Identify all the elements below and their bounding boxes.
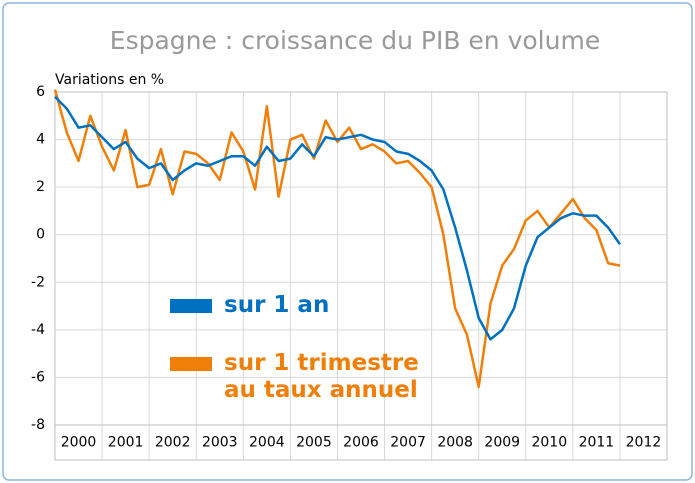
x-tick-label: 2002: [155, 435, 191, 451]
x-tick-label: 2004: [249, 435, 285, 451]
y-tick-label: 0: [36, 227, 45, 243]
y-tick-label: -8: [31, 417, 45, 433]
legend-label: sur 1 an: [224, 292, 330, 318]
chart-title: Espagne : croissance du PIB en volume: [110, 26, 600, 55]
legend-swatch: [170, 299, 212, 313]
x-tick-label: 2010: [531, 435, 567, 451]
y-tick-label: 4: [36, 132, 45, 148]
x-tick-label: 2005: [296, 435, 332, 451]
x-tick-label: 2001: [108, 435, 144, 451]
legend-label: sur 1 trimestre au taux annuel: [224, 350, 419, 403]
legend-item: sur 1 an: [170, 292, 424, 319]
x-tick-label: 2012: [626, 435, 662, 451]
x-tick-label: 2007: [390, 435, 426, 451]
plot-border: [54, 91, 668, 461]
y-tick-label: 6: [36, 84, 45, 100]
y-tick-label: -4: [31, 322, 45, 338]
x-tick-label: 2003: [202, 435, 238, 451]
legend-swatch: [170, 357, 212, 371]
legend-item: sur 1 trimestre au taux annuel: [170, 350, 424, 404]
x-tick-label: 2011: [579, 435, 615, 451]
x-tick-label: 2006: [343, 435, 379, 451]
y-tick-label: -2: [31, 274, 45, 290]
x-tick-label: 2009: [484, 435, 520, 451]
y-tick-label: 2: [36, 179, 45, 195]
x-tick-label: 2008: [437, 435, 473, 451]
x-tick-label: 2000: [61, 435, 97, 451]
series-line: [54, 95, 621, 341]
series-line: [53, 89, 621, 389]
y-tick-label: -6: [31, 369, 45, 385]
y-axis-label: Variations en %: [55, 72, 164, 88]
